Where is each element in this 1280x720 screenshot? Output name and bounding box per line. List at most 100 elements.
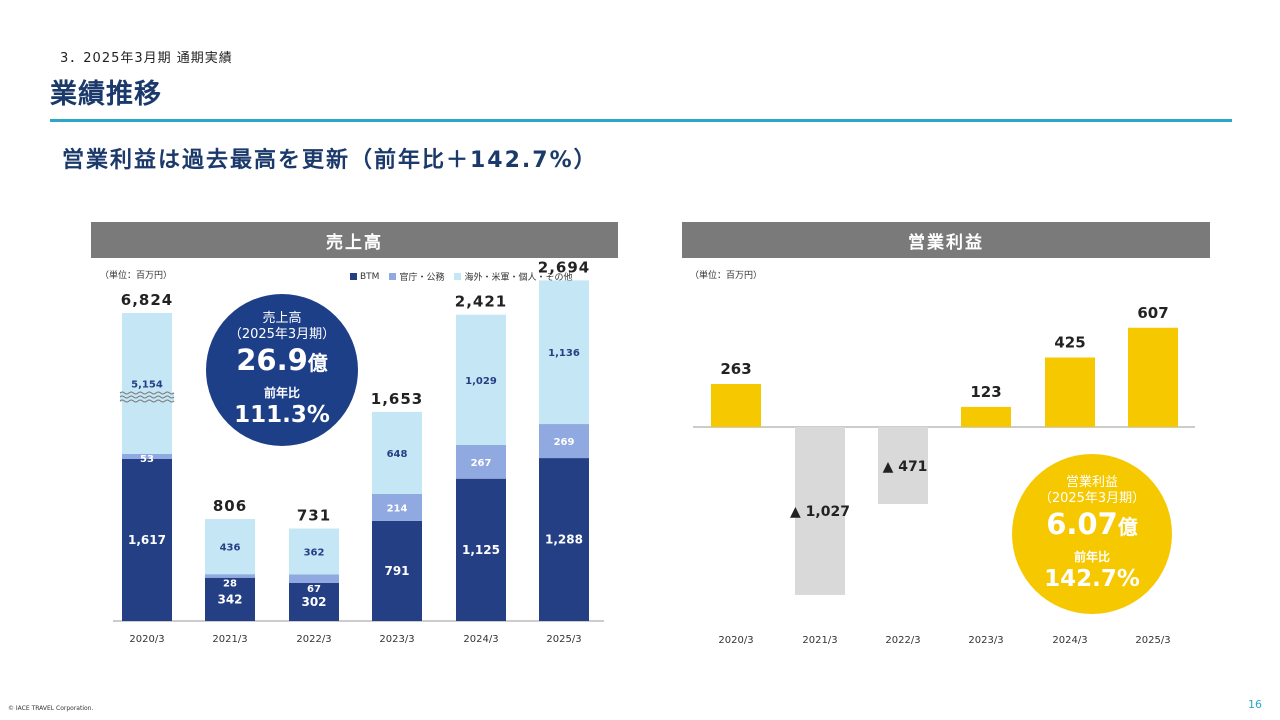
sales-bubble-value: 26.9	[236, 343, 308, 377]
legend-label-btm: BTM	[360, 271, 380, 282]
sales-bar-segment	[205, 574, 255, 578]
profit-x-tick-label: 2022/3	[885, 635, 920, 646]
sales-segment-label: 67	[307, 584, 321, 595]
profit-panel-header: 営業利益	[682, 222, 1210, 258]
section-label: 3．2025年3月期 通期実績	[60, 51, 233, 66]
profit-bubble-value-unit: 億	[1117, 515, 1138, 539]
sales-segment-label: 362	[304, 547, 325, 558]
sales-bar-segment	[539, 424, 589, 459]
profit-value-label: 263	[720, 360, 751, 378]
profit-bar	[1128, 327, 1178, 427]
legend-swatch-btm	[350, 273, 357, 280]
sales-bar-segment	[372, 493, 422, 521]
profit-x-tick-label: 2024/3	[1052, 635, 1087, 646]
profit-bar	[961, 406, 1011, 427]
sales-segment-label: 302	[301, 595, 326, 609]
sales-total-label: 2,421	[455, 293, 507, 311]
legend-item-overseas: 海外・米軍・個人・その他	[454, 270, 572, 283]
profit-bubble-yoy-label: 前年比	[1073, 550, 1110, 564]
sales-total-label: 731	[297, 507, 331, 525]
sales-bubble-period: （2025年3月期）	[228, 327, 336, 342]
sales-bar-segment	[456, 478, 506, 621]
sales-bar-segment	[289, 574, 339, 583]
page-title: 業績推移	[50, 79, 162, 110]
legend-item-government: 官庁・公務	[389, 270, 444, 283]
page-number: 16	[1248, 698, 1262, 711]
profit-bubble-value: 6.07	[1046, 507, 1118, 541]
sales-total-label: 6,824	[121, 291, 173, 309]
loss-bar	[795, 427, 845, 595]
loss-bar	[878, 427, 928, 505]
profit-x-tick-label: 2021/3	[802, 635, 837, 646]
sales-bubble-title: 売上高	[262, 311, 302, 326]
sales-bubble-value-row: 26.9億	[236, 343, 328, 380]
axis-break-mark	[119, 399, 175, 403]
sales-legend: BTM 官庁・公務 海外・米軍・個人・その他	[350, 270, 572, 283]
profit-value-label: 607	[1137, 304, 1168, 322]
profit-bubble-value-row: 6.07億	[1046, 507, 1138, 544]
sales-bubble-value-unit: 億	[307, 351, 328, 375]
sales-bar-segment	[539, 280, 589, 425]
loss-value-label: ▲ 1,027	[790, 504, 850, 520]
sales-segment-label: 1,029	[465, 376, 497, 387]
sales-bar-segment	[372, 411, 422, 494]
profit-value-label: 123	[970, 383, 1001, 401]
sales-segment-label: 648	[387, 449, 408, 460]
sales-bar-segment	[539, 458, 589, 621]
sales-bar-segment	[122, 454, 172, 459]
profit-bubble-title: 営業利益	[1065, 475, 1118, 490]
sales-bar-segment	[122, 459, 172, 621]
sales-summary-bubble: 売上高 （2025年3月期） 26.9億 前年比 111.3%	[206, 294, 358, 446]
profit-value-label: 425	[1054, 334, 1085, 352]
sales-unit-label: （単位：百万円）	[100, 271, 173, 281]
sales-segment-label: 1,136	[548, 348, 580, 359]
sales-segment-label: 342	[217, 592, 242, 606]
sales-x-tick-label: 2021/3	[212, 634, 247, 645]
sales-x-tick-label: 2024/3	[463, 634, 498, 645]
axis-break-mark	[119, 395, 175, 399]
sales-segment-label: 53	[140, 454, 154, 465]
sales-total-label: 806	[213, 497, 247, 515]
sales-bar-segment	[289, 582, 339, 621]
sales-bubble-yoy-value: 111.3%	[234, 402, 330, 428]
profit-bubble-period: （2025年3月期）	[1038, 491, 1146, 506]
sales-segment-label: 791	[384, 564, 409, 578]
sales-bar-segment	[122, 313, 172, 454]
loss-value-label: ▲ 471	[883, 459, 928, 475]
profit-x-tick-label: 2020/3	[718, 635, 753, 646]
profit-x-tick-label: 2023/3	[968, 635, 1003, 646]
legend-label-government: 官庁・公務	[399, 273, 445, 283]
sales-x-tick-label: 2023/3	[379, 634, 414, 645]
sales-x-tick-label: 2022/3	[296, 634, 331, 645]
sales-segment-label: 214	[387, 503, 408, 514]
sales-x-tick-label: 2025/3	[546, 634, 581, 645]
profit-bar	[1045, 357, 1095, 427]
sales-segment-label: 267	[471, 458, 492, 469]
sales-segment-label: 1,125	[462, 543, 500, 557]
sales-bar-segment	[456, 444, 506, 479]
sales-panel-header: 売上高	[91, 222, 618, 258]
profit-bar	[711, 383, 761, 427]
legend-swatch-overseas	[454, 273, 462, 280]
headline: 営業利益は過去最高を更新（前年比＋142.7%）	[62, 148, 598, 173]
legend-label-overseas: 海外・米軍・個人・その他	[464, 273, 573, 283]
sales-segment-label: 5,154	[131, 380, 163, 391]
profit-bubble-yoy-value: 142.7%	[1044, 566, 1140, 592]
axis-break-mark	[119, 391, 175, 395]
sales-bar-segment	[205, 519, 255, 575]
title-divider	[50, 119, 1232, 122]
copyright: © IACE TRAVEL Corporation.	[8, 705, 94, 712]
sales-segment-label: 1,617	[128, 533, 166, 547]
sales-segment-label: 436	[220, 543, 241, 554]
sales-x-tick-label: 2020/3	[129, 634, 164, 645]
profit-x-tick-label: 2025/3	[1135, 635, 1170, 646]
sales-total-label: 2,694	[538, 258, 590, 276]
legend-item-btm: BTM	[350, 272, 379, 282]
sales-bar-segment	[289, 528, 339, 575]
profit-summary-bubble: 営業利益 （2025年3月期） 6.07億 前年比 142.7%	[1012, 454, 1172, 614]
legend-swatch-government	[389, 273, 397, 280]
profit-unit-label: （単位：百万円）	[690, 271, 763, 281]
sales-bar-segment	[205, 577, 255, 621]
sales-segment-label: 28	[223, 579, 237, 590]
